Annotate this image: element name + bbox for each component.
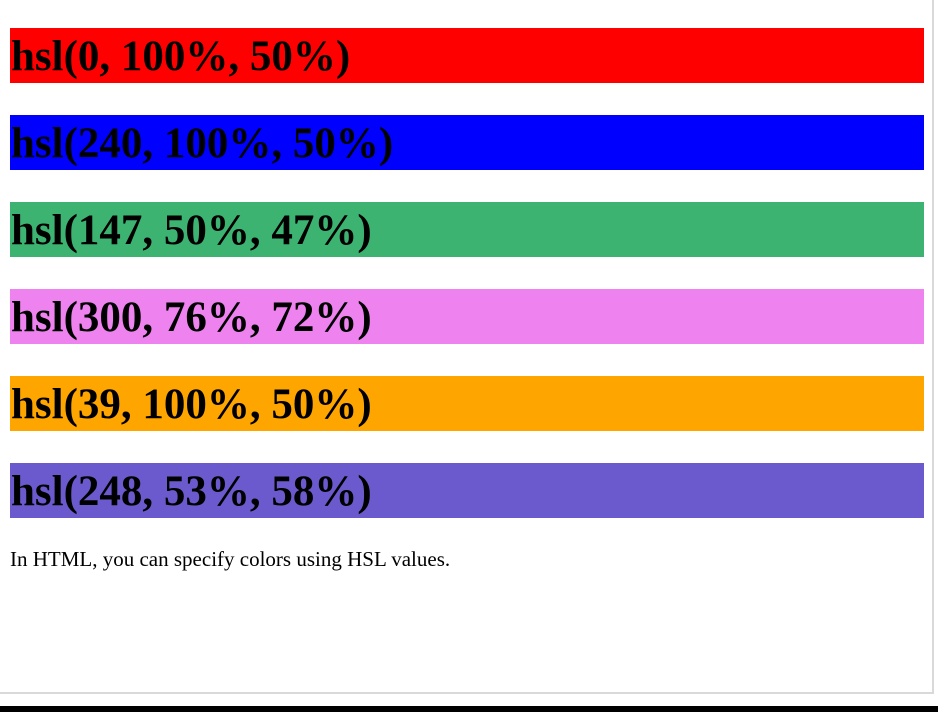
page-content: hsl(0, 100%, 50%) hsl(240, 100%, 50%) hs… <box>10 28 924 593</box>
window-bottom-edge <box>0 706 938 712</box>
swatch-label: hsl(300, 76%, 72%) <box>11 294 372 341</box>
page-caption: In HTML, you can specify colors using HS… <box>10 547 451 571</box>
swatch-label: hsl(0, 100%, 50%) <box>11 33 351 80</box>
swatch-orange: hsl(39, 100%, 50%) <box>10 376 924 431</box>
swatch-label: hsl(147, 50%, 47%) <box>11 207 372 254</box>
swatch-label: hsl(240, 100%, 50%) <box>11 120 394 167</box>
swatch-label: hsl(39, 100%, 50%) <box>11 381 372 428</box>
swatch-blue: hsl(240, 100%, 50%) <box>10 115 924 170</box>
swatch-green: hsl(147, 50%, 47%) <box>10 202 924 257</box>
browser-viewport: hsl(0, 100%, 50%) hsl(240, 100%, 50%) hs… <box>0 0 934 694</box>
swatch-violet: hsl(300, 76%, 72%) <box>10 289 924 344</box>
swatch-label: hsl(248, 53%, 58%) <box>11 468 372 515</box>
swatch-slate-blue: hsl(248, 53%, 58%) <box>10 463 924 518</box>
swatch-red: hsl(0, 100%, 50%) <box>10 28 924 83</box>
